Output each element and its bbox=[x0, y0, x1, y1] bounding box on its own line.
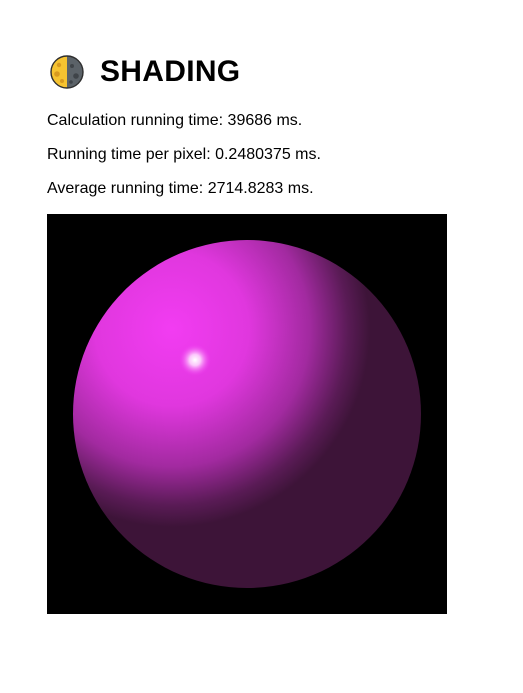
moon-icon bbox=[50, 55, 84, 89]
page-header: SHADING bbox=[50, 52, 240, 92]
time-per-pixel-text: Running time per pixel: 0.2480375 ms. bbox=[47, 146, 321, 163]
calculation-time-text: Calculation running time: 39686 ms. bbox=[47, 112, 303, 129]
page-title: SHADING bbox=[100, 55, 241, 88]
specular-highlight bbox=[179, 344, 211, 376]
average-time-text: Average running time: 2714.8283 ms. bbox=[47, 180, 314, 197]
render-canvas bbox=[47, 214, 447, 614]
shaded-sphere bbox=[73, 240, 421, 588]
